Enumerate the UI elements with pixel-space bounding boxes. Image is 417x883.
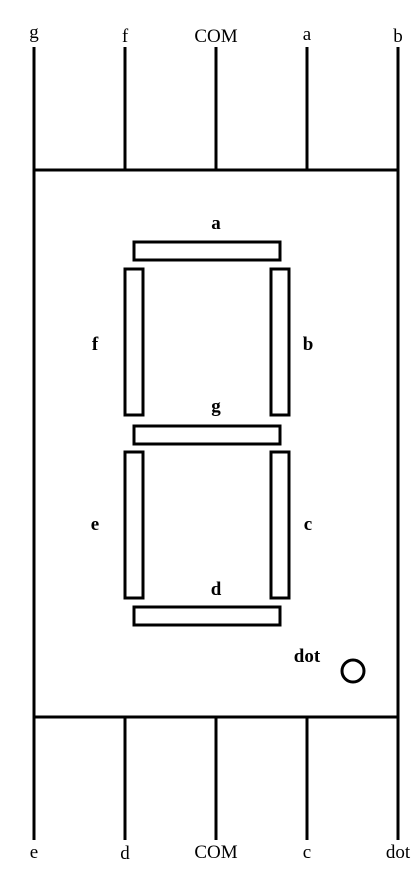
pin-label-bottom-4: c [303, 842, 311, 863]
segment-label-a: a [211, 213, 221, 234]
pin-label-top-4: a [303, 24, 312, 45]
segment-label-g: g [211, 396, 221, 417]
segment-label-e: e [91, 514, 99, 535]
segment-label-c: c [304, 514, 312, 535]
bottom-pin-leads [32, 717, 400, 840]
pin-label-bottom-2: d [120, 843, 130, 864]
display-package-body [32, 168, 400, 719]
pin-label-top-2: f [122, 26, 129, 47]
segment-label-b: b [303, 334, 314, 355]
pin-label-bottom-3: COM [194, 842, 237, 863]
segment-d [132, 605, 282, 627]
segment-f [123, 267, 145, 417]
decimal-point-label: dot [294, 646, 321, 667]
segment-g [132, 424, 282, 446]
pin-label-bottom-1: e [30, 842, 38, 863]
pin-label-top-3: COM [194, 26, 237, 47]
top-pin-leads [32, 47, 400, 170]
pin-label-top-1: g [29, 22, 39, 43]
pin-label-top-5: b [393, 26, 403, 47]
segment-a [132, 240, 282, 262]
pin-label-bottom-5: dot [386, 842, 411, 863]
segment-b [269, 267, 291, 417]
segment-label-f: f [92, 334, 99, 355]
segment-c [269, 450, 291, 600]
decimal-point [340, 658, 366, 684]
segment-e [123, 450, 145, 600]
segment-label-d: d [211, 579, 222, 600]
